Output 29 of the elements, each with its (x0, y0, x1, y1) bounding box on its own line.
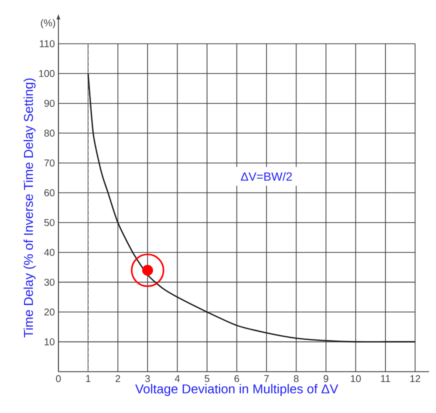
y-axis-title: Time Delay (% of Inverse Time Delay Setting) (24, 78, 36, 338)
y-tick-label: 50 (44, 218, 55, 226)
line-series (87, 72, 416, 342)
x-tick-label: 9 (324, 374, 328, 382)
x-tick-label: 0 (56, 374, 61, 382)
y-tick-label: 20 (44, 308, 55, 316)
y-tick-label: 100 (39, 70, 55, 77)
y-tick-label: 110 (40, 40, 55, 48)
x-tick-label: 6 (234, 374, 240, 382)
y-tick-label: 10 (44, 338, 55, 346)
x-tick-label: 4 (174, 374, 180, 382)
x-tick-label: 7 (264, 374, 269, 382)
x-tick-label: 5 (204, 374, 210, 382)
x-tick-label: 12 (410, 374, 420, 382)
x-axis-title: Voltage Deviation in Multiples of ΔV (135, 384, 338, 396)
x-tick-label: 11 (381, 374, 390, 382)
y-tick-label: 60 (44, 189, 55, 196)
x-tick-label: 3 (145, 374, 150, 382)
y-tick-label: 40 (44, 248, 55, 256)
x-tick-label: 2 (116, 374, 120, 382)
y-tick-label: 30 (44, 278, 55, 286)
annotation: ΔV=BW/2 (240, 172, 292, 181)
x-tick-label: 1 (86, 374, 90, 382)
y-tick-label: 90 (44, 100, 55, 107)
y-tick-label: 80 (44, 129, 55, 136)
x-tick-label: 8 (294, 374, 299, 382)
y-tick-label: 70 (44, 159, 55, 166)
x-tick-label: 10 (350, 374, 361, 382)
text: (%) (40, 18, 56, 28)
